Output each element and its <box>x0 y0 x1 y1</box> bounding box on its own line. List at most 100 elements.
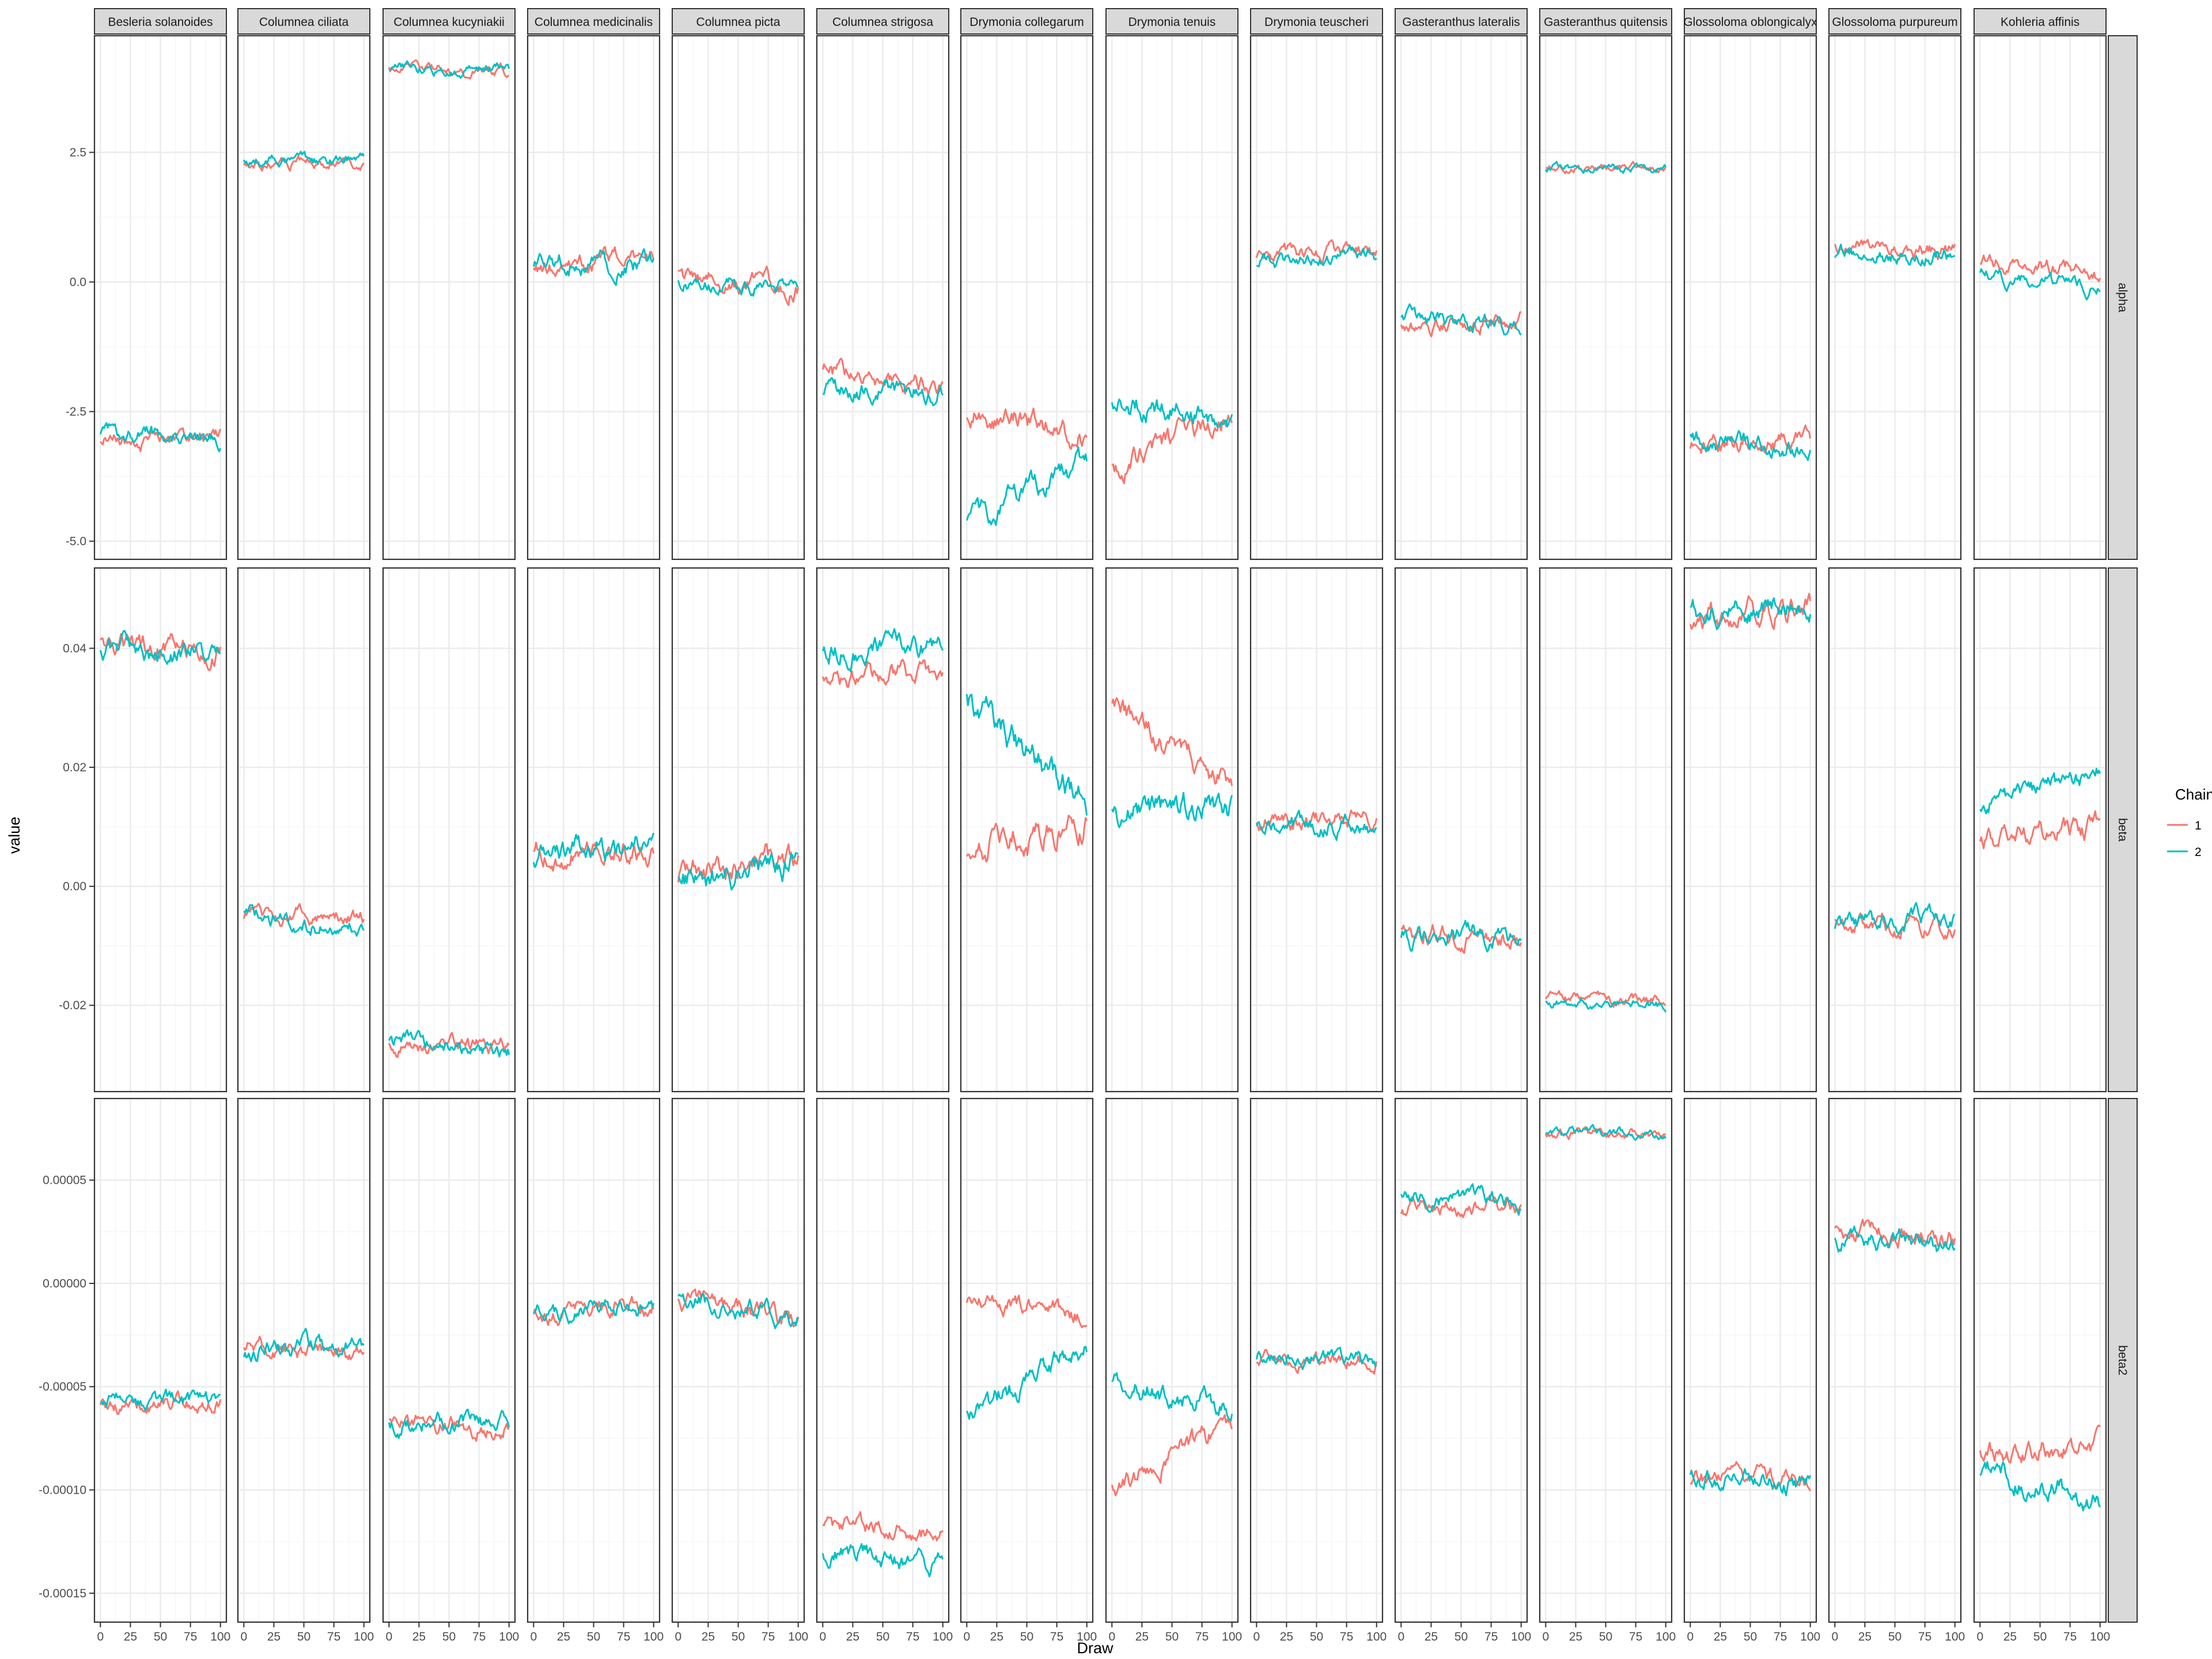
x-tick-label: 0 <box>1253 1630 1260 1643</box>
chain-2-line <box>1255 1346 1377 1370</box>
facet-panel <box>960 567 1094 1093</box>
legend-label: 2 <box>2195 846 2202 859</box>
chain-1-line <box>389 1414 510 1442</box>
chain-2-line <box>1979 1461 2101 1512</box>
x-tick-label: 75 <box>617 1630 630 1643</box>
x-tick-label: 75 <box>1195 1630 1209 1643</box>
chain-1-line <box>822 1511 944 1541</box>
y-tick-label: 0.00005 <box>43 1174 86 1187</box>
x-tick-label: 50 <box>297 1630 310 1643</box>
x-tick-label: 25 <box>1714 1630 1727 1643</box>
chain-2-line <box>100 1388 221 1411</box>
facet-panel <box>527 35 661 560</box>
panel-border <box>1539 35 1673 560</box>
x-tick-label: 25 <box>990 1630 1003 1643</box>
x-tick-label: 0 <box>1976 1630 1983 1643</box>
chain-1-line <box>1689 593 1812 630</box>
chain-2-line <box>821 628 944 673</box>
strip-label: Columnea kucyniakii <box>393 16 505 29</box>
chain-2-line <box>1255 809 1377 841</box>
panel-border <box>960 35 1094 560</box>
strip-6: Drymonia collegarum <box>960 8 1093 35</box>
x-tick-label: 50 <box>587 1630 600 1643</box>
x-tick-label: 75 <box>762 1630 775 1643</box>
y-axis-beta: -0.02 0.00 0.02 0.04 <box>59 642 94 1012</box>
panel-border <box>671 35 805 560</box>
strip-5: Columnea strigosa <box>816 8 949 35</box>
chain-1-line <box>532 1296 655 1327</box>
x-tick-label: 0 <box>1687 1630 1694 1643</box>
facet-panel <box>1539 567 1673 1093</box>
y-tick-label: 0.02 <box>63 761 86 774</box>
panel-border <box>1828 567 1962 1093</box>
facet-panel <box>1973 1097 2107 1623</box>
facet-panel <box>1683 567 1817 1093</box>
chain-2-line <box>243 1327 365 1362</box>
facet-panel <box>960 35 1094 560</box>
strip-label: Gasteranthus quitensis <box>1544 16 1668 29</box>
x-tick-label: 50 <box>2033 1630 2047 1643</box>
strip-background <box>2108 567 2138 1092</box>
chain-2-line <box>965 694 1088 816</box>
chain-2-line <box>1690 597 1812 630</box>
facet-panel <box>237 35 371 560</box>
x-tick-label: 50 <box>1020 1630 1033 1643</box>
strip-label: Besleria solanoides <box>108 16 213 29</box>
chain-1-line <box>533 246 655 277</box>
chain-1-line <box>1400 1194 1522 1218</box>
x-axis-9: 0 25 50 75 100 <box>1397 1622 1531 1643</box>
chain-2-line <box>243 904 365 937</box>
x-tick-label: 25 <box>124 1630 137 1643</box>
x-tick-label: 100 <box>210 1630 230 1643</box>
strip-12: Glossoloma purpureum <box>1828 8 1961 35</box>
panel-border <box>93 567 228 1093</box>
chain-2-line <box>532 832 655 868</box>
strip-2: Columnea kucyniakii <box>382 8 516 35</box>
chain-2-line <box>1834 1225 1956 1253</box>
strip-background <box>2108 1098 2138 1623</box>
chain-2-line <box>965 446 1088 526</box>
x-tick-label: 25 <box>412 1630 426 1643</box>
chain-2-line <box>1834 243 1956 267</box>
x-tick-label: 100 <box>354 1630 374 1643</box>
panel-border <box>382 35 516 560</box>
y-tick-label: 0.00 <box>63 880 86 893</box>
facet-panel <box>1683 35 1817 560</box>
x-tick-label: 25 <box>1569 1630 1582 1643</box>
facet-panel <box>527 567 661 1093</box>
legend-entry-1: 1 <box>2167 819 2202 832</box>
strip-background <box>1105 8 1238 35</box>
facet-panel <box>1539 1097 1673 1623</box>
facet-panel <box>1683 1097 1817 1623</box>
panel-border <box>1394 35 1528 560</box>
y-axis-alpha: -5.0 -2.5 0.0 2.5 <box>66 146 94 548</box>
chain-2-line <box>1545 1124 1666 1141</box>
strip-9: Gasteranthus lateralis <box>1395 8 1528 35</box>
x-tick-label: 50 <box>876 1630 889 1643</box>
y-axes: -5.0-2.50.02.5-0.020.000.020.04-0.00015-… <box>39 146 94 1600</box>
facet-panel <box>93 1097 228 1623</box>
chain-1-line <box>533 841 655 872</box>
row-strips: alpha beta beta2 <box>2108 35 2138 1623</box>
strip-label: Columnea strigosa <box>832 16 933 29</box>
chain-2-line <box>965 1346 1088 1420</box>
facet-panel <box>1249 1097 1384 1623</box>
facet-panel <box>382 1097 516 1623</box>
chain-1-line <box>1544 990 1666 1008</box>
chain-2-line <box>532 248 655 286</box>
facet-panel <box>237 567 371 1093</box>
x-tick-label: 50 <box>1310 1630 1323 1643</box>
x-tick-label: 75 <box>184 1630 197 1643</box>
x-tick-label: 100 <box>1656 1630 1676 1643</box>
chain-2-line <box>243 150 365 168</box>
strip-beta: beta <box>2108 567 2138 1092</box>
panel-border <box>1683 35 1817 560</box>
chain-2-line <box>533 1299 655 1325</box>
strip-background <box>672 8 805 35</box>
chain-2-line <box>99 422 222 453</box>
panel-border <box>1973 567 2107 1093</box>
chain-2-line <box>1689 1468 1812 1497</box>
x-tick-label: 100 <box>2090 1630 2110 1643</box>
x-axis-13: 0 25 50 75 100 <box>1976 1622 2110 1643</box>
strip-background <box>1395 8 1528 35</box>
